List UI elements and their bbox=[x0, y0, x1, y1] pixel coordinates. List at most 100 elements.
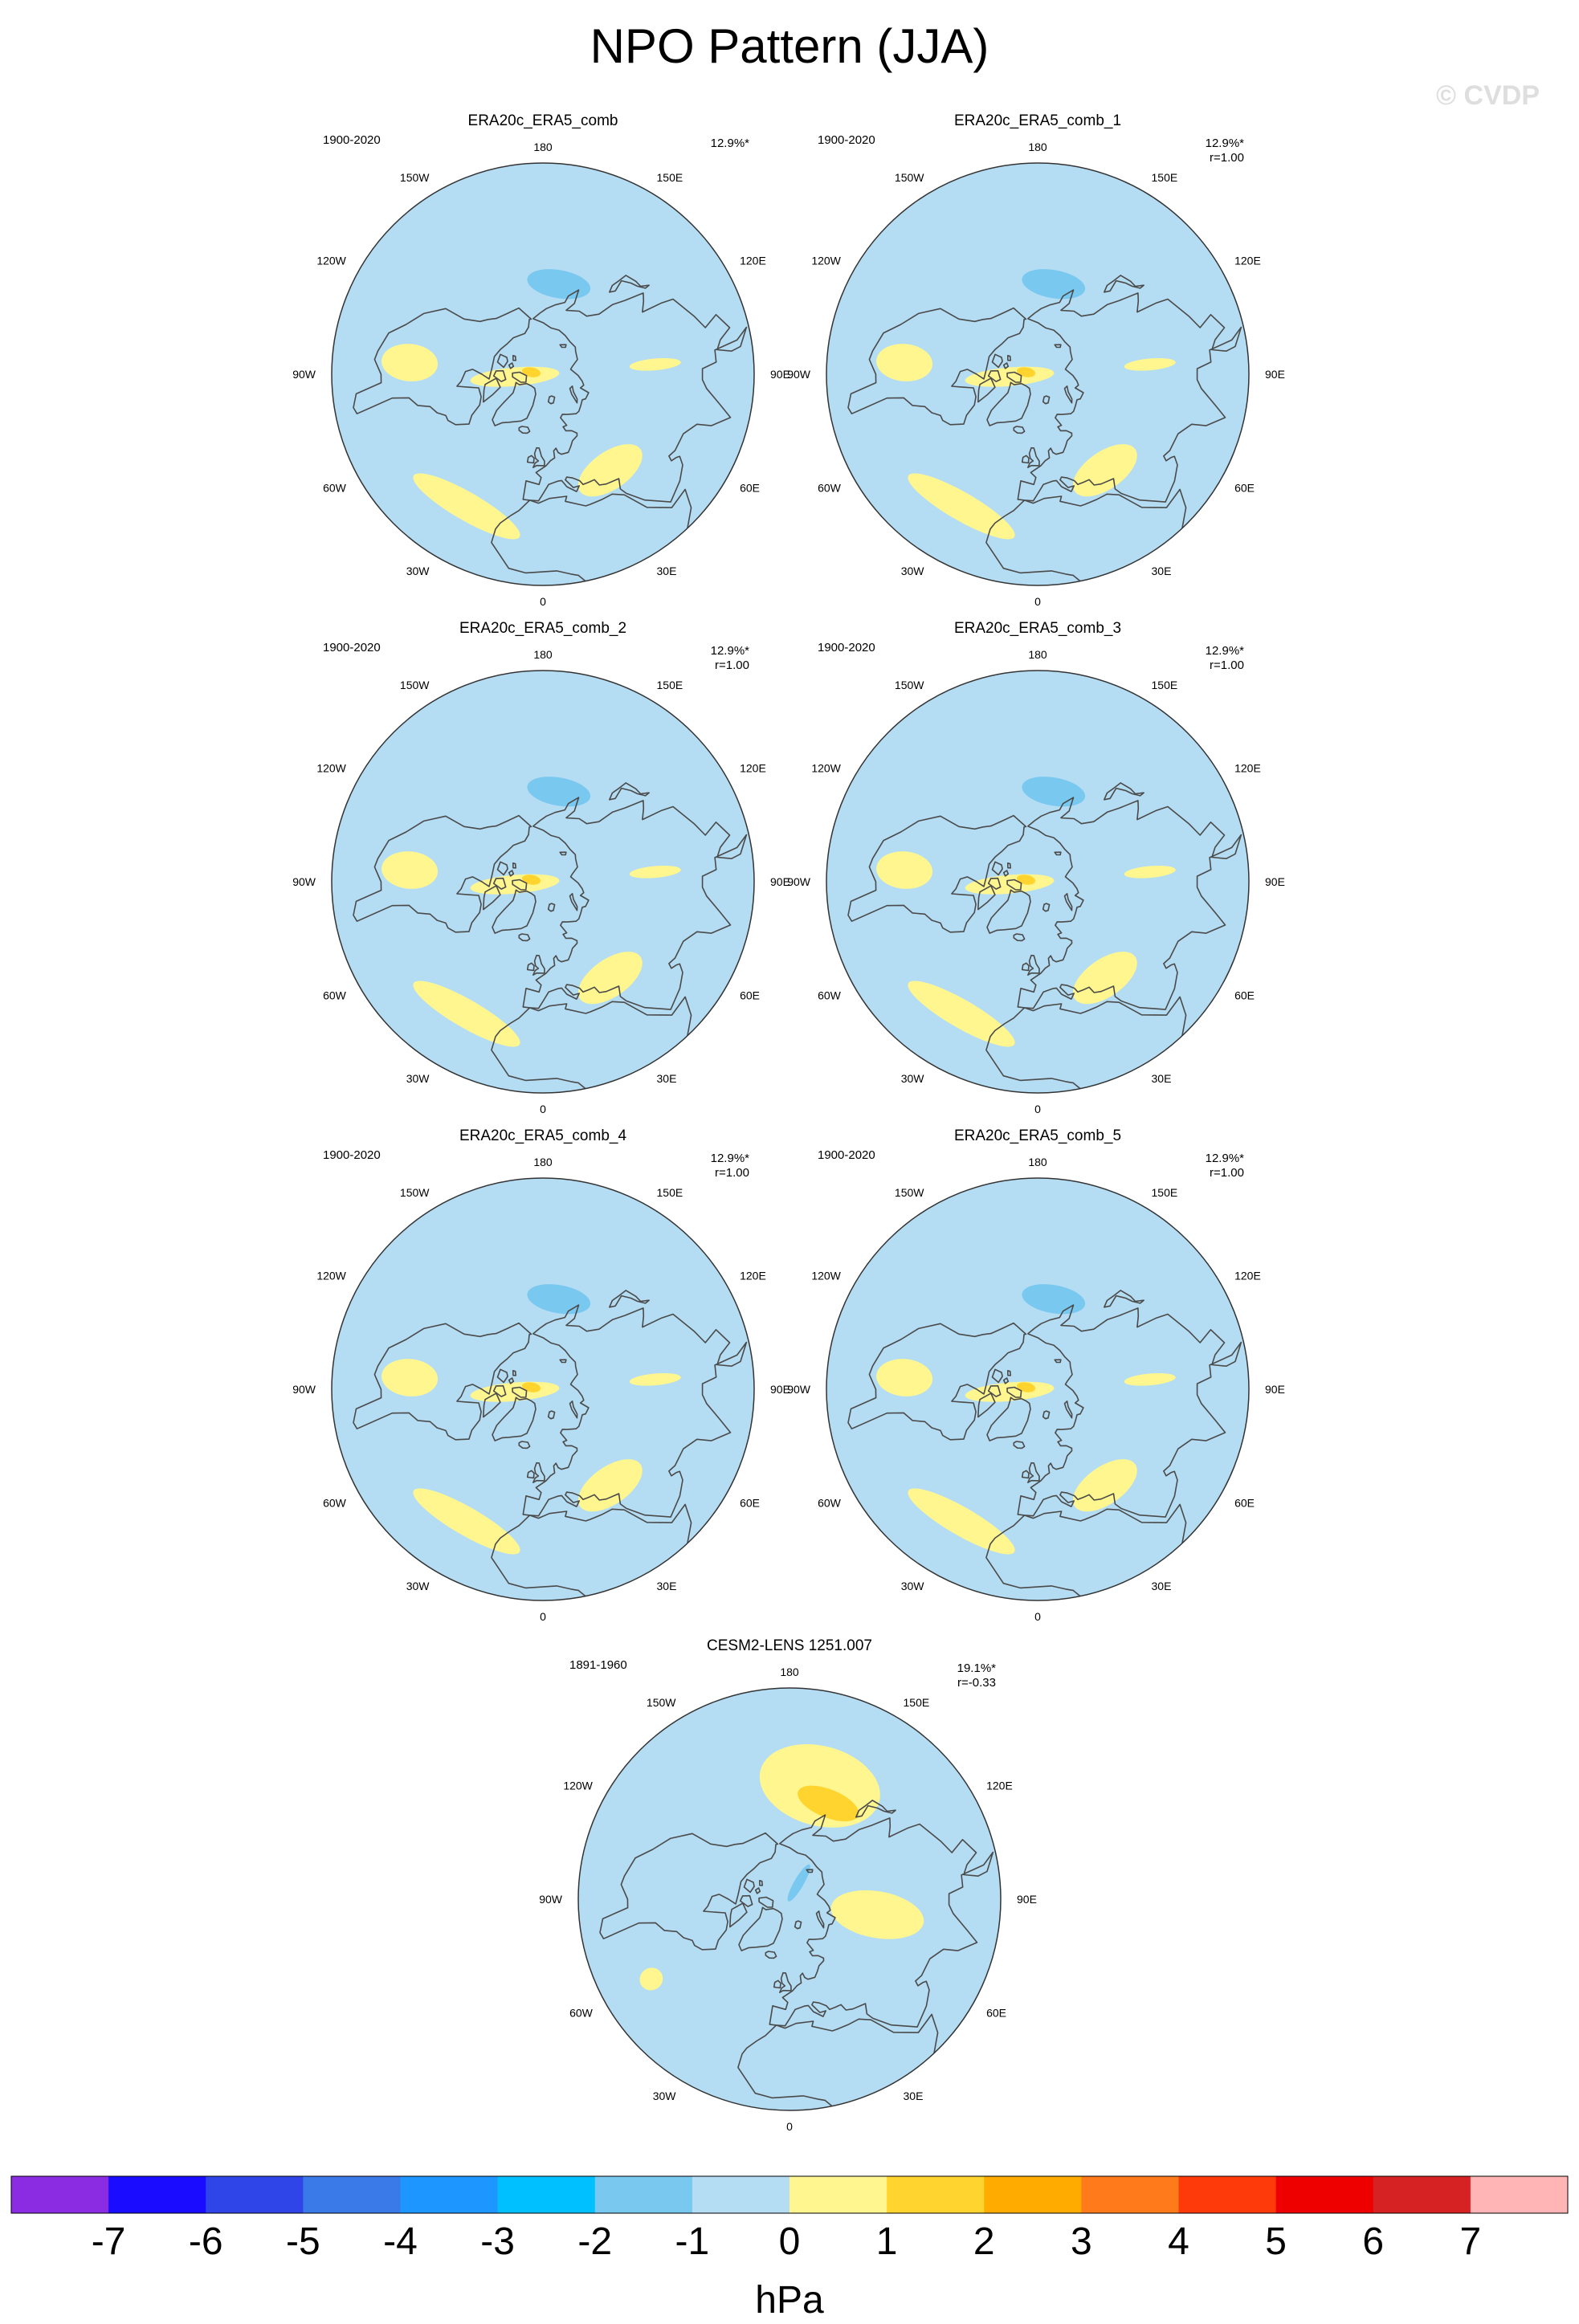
map-content bbox=[599, 1743, 994, 2110]
coastline bbox=[1054, 1359, 1062, 1364]
positive-anomaly bbox=[629, 1372, 681, 1386]
coastline bbox=[758, 1896, 774, 1908]
positive-anomaly bbox=[522, 875, 541, 885]
coastline bbox=[491, 488, 695, 585]
map-panel: 180 150E 120E 90E 60E 30E 0 30W 60W 90W 120W 150W ER… bbox=[292, 620, 790, 1115]
longitude-label: 180 bbox=[533, 141, 553, 153]
coastline bbox=[739, 1894, 753, 1907]
panel-title: ERA20c_ERA5_comb_3 bbox=[954, 620, 1121, 637]
coastline bbox=[492, 1384, 507, 1397]
coastline bbox=[353, 814, 532, 933]
map-panel: 180 150E 120E 90E 60E 30E 0 30W 60W 90W 120W 150W ER… bbox=[787, 1127, 1285, 1623]
colorbar-segment bbox=[1373, 2176, 1471, 2213]
longitude-label: 120W bbox=[316, 255, 346, 267]
longitude-label: 0 bbox=[1034, 1610, 1041, 1623]
coastline bbox=[1063, 1401, 1073, 1419]
cvdp-watermark: © CVDP bbox=[1436, 80, 1540, 111]
coastline bbox=[847, 307, 1027, 426]
panel-percent: 12.9%* bbox=[1206, 137, 1245, 150]
coastline bbox=[743, 1878, 755, 1894]
longitude-label: 120W bbox=[811, 1270, 841, 1282]
longitude-label: 90E bbox=[770, 875, 790, 888]
coastline bbox=[991, 353, 1003, 369]
map-panel: 180 150E 120E 90E 60E 30E 0 30W 60W 90W 120W 150W ER… bbox=[787, 112, 1285, 608]
coastline bbox=[759, 1880, 763, 1886]
longitude-label: 150W bbox=[895, 1186, 924, 1199]
colorbar-tick-label: 5 bbox=[1265, 2220, 1287, 2263]
longitude-label: 150E bbox=[1152, 679, 1178, 691]
coastline bbox=[847, 1322, 1027, 1441]
longitude-label: 180 bbox=[780, 1666, 799, 1678]
longitude-label: 30E bbox=[1152, 565, 1172, 577]
panel-title: ERA20c_ERA5_comb_5 bbox=[954, 1127, 1121, 1144]
coastline bbox=[526, 455, 535, 464]
coastline bbox=[1021, 1470, 1030, 1479]
longitude-label: 120E bbox=[1234, 762, 1261, 775]
coastline bbox=[491, 996, 695, 1093]
coastline bbox=[754, 1887, 761, 1894]
coastline bbox=[491, 1503, 695, 1600]
longitude-label: 150W bbox=[400, 171, 430, 184]
longitude-label: 0 bbox=[786, 2120, 793, 2133]
coastline bbox=[483, 885, 501, 911]
longitude-label: 60E bbox=[986, 2007, 1006, 2020]
coastline bbox=[518, 933, 531, 942]
longitude-label: 60E bbox=[740, 1497, 760, 1510]
coastline bbox=[1042, 395, 1051, 405]
longitude-label: 90W bbox=[787, 368, 811, 381]
longitude-label: 180 bbox=[533, 648, 553, 661]
coastline bbox=[1104, 275, 1144, 293]
coastline bbox=[512, 879, 528, 891]
longitude-label: 120W bbox=[316, 762, 346, 775]
panel-period: 1900-2020 bbox=[818, 1148, 875, 1162]
positive-anomaly bbox=[830, 1890, 924, 1939]
longitude-label: 90W bbox=[539, 1893, 563, 1906]
negative-anomaly bbox=[1022, 1284, 1086, 1315]
coastline bbox=[547, 1410, 556, 1420]
longitude-label: 120W bbox=[563, 1780, 593, 1792]
longitude-label: 150E bbox=[1152, 1186, 1178, 1199]
coastline bbox=[532, 1462, 545, 1483]
colorbar-segment bbox=[1470, 2176, 1569, 2213]
negative-anomaly bbox=[527, 777, 591, 807]
positive-anomaly bbox=[629, 865, 681, 879]
colorbar-segment bbox=[206, 2176, 304, 2213]
panel-percent: 12.9%* bbox=[711, 1152, 750, 1165]
coastline bbox=[977, 885, 996, 911]
coastline bbox=[1104, 1290, 1144, 1308]
positive-anomaly bbox=[577, 1459, 643, 1512]
longitude-label: 30E bbox=[657, 565, 677, 577]
positive-anomaly bbox=[413, 981, 520, 1047]
coastline bbox=[806, 1869, 814, 1873]
positive-anomaly bbox=[381, 1359, 439, 1396]
longitude-label: 30E bbox=[904, 2090, 924, 2102]
coastline bbox=[987, 877, 1002, 890]
map-panel: 180 150E 120E 90E 60E 30E 0 30W 60W 90W 120W 150W CE… bbox=[539, 1637, 1037, 2133]
longitude-label: 30E bbox=[1152, 1072, 1172, 1085]
coastline bbox=[496, 861, 508, 876]
positive-anomaly bbox=[413, 1488, 520, 1555]
longitude-label: 60W bbox=[323, 482, 347, 495]
longitude-label: 30W bbox=[901, 1580, 925, 1592]
coastline bbox=[1017, 289, 1242, 503]
colorbar-segment bbox=[594, 2176, 693, 2213]
longitude-label: 30W bbox=[406, 1072, 430, 1085]
coastline bbox=[1027, 954, 1040, 976]
map-border bbox=[331, 670, 755, 1094]
longitude-label: 60W bbox=[818, 482, 842, 495]
coastline bbox=[991, 1368, 1003, 1384]
coastline bbox=[353, 1322, 532, 1441]
longitude-label: 90W bbox=[787, 1383, 811, 1396]
colorbar-segment bbox=[400, 2176, 499, 2213]
panel-percent: 12.9%* bbox=[711, 644, 750, 658]
coastline bbox=[1006, 1386, 1022, 1398]
panel-title: CESM2-LENS 1251.007 bbox=[707, 1637, 872, 1654]
map-content bbox=[353, 1284, 748, 1600]
positive-anomaly bbox=[577, 444, 643, 497]
longitude-label: 120E bbox=[740, 1270, 766, 1282]
panel-correlation: r=1.00 bbox=[1210, 1166, 1244, 1180]
coastline bbox=[977, 377, 996, 403]
longitude-label: 60W bbox=[323, 1497, 347, 1510]
panel-percent: 19.1%* bbox=[957, 1661, 997, 1675]
coastline bbox=[609, 275, 650, 293]
